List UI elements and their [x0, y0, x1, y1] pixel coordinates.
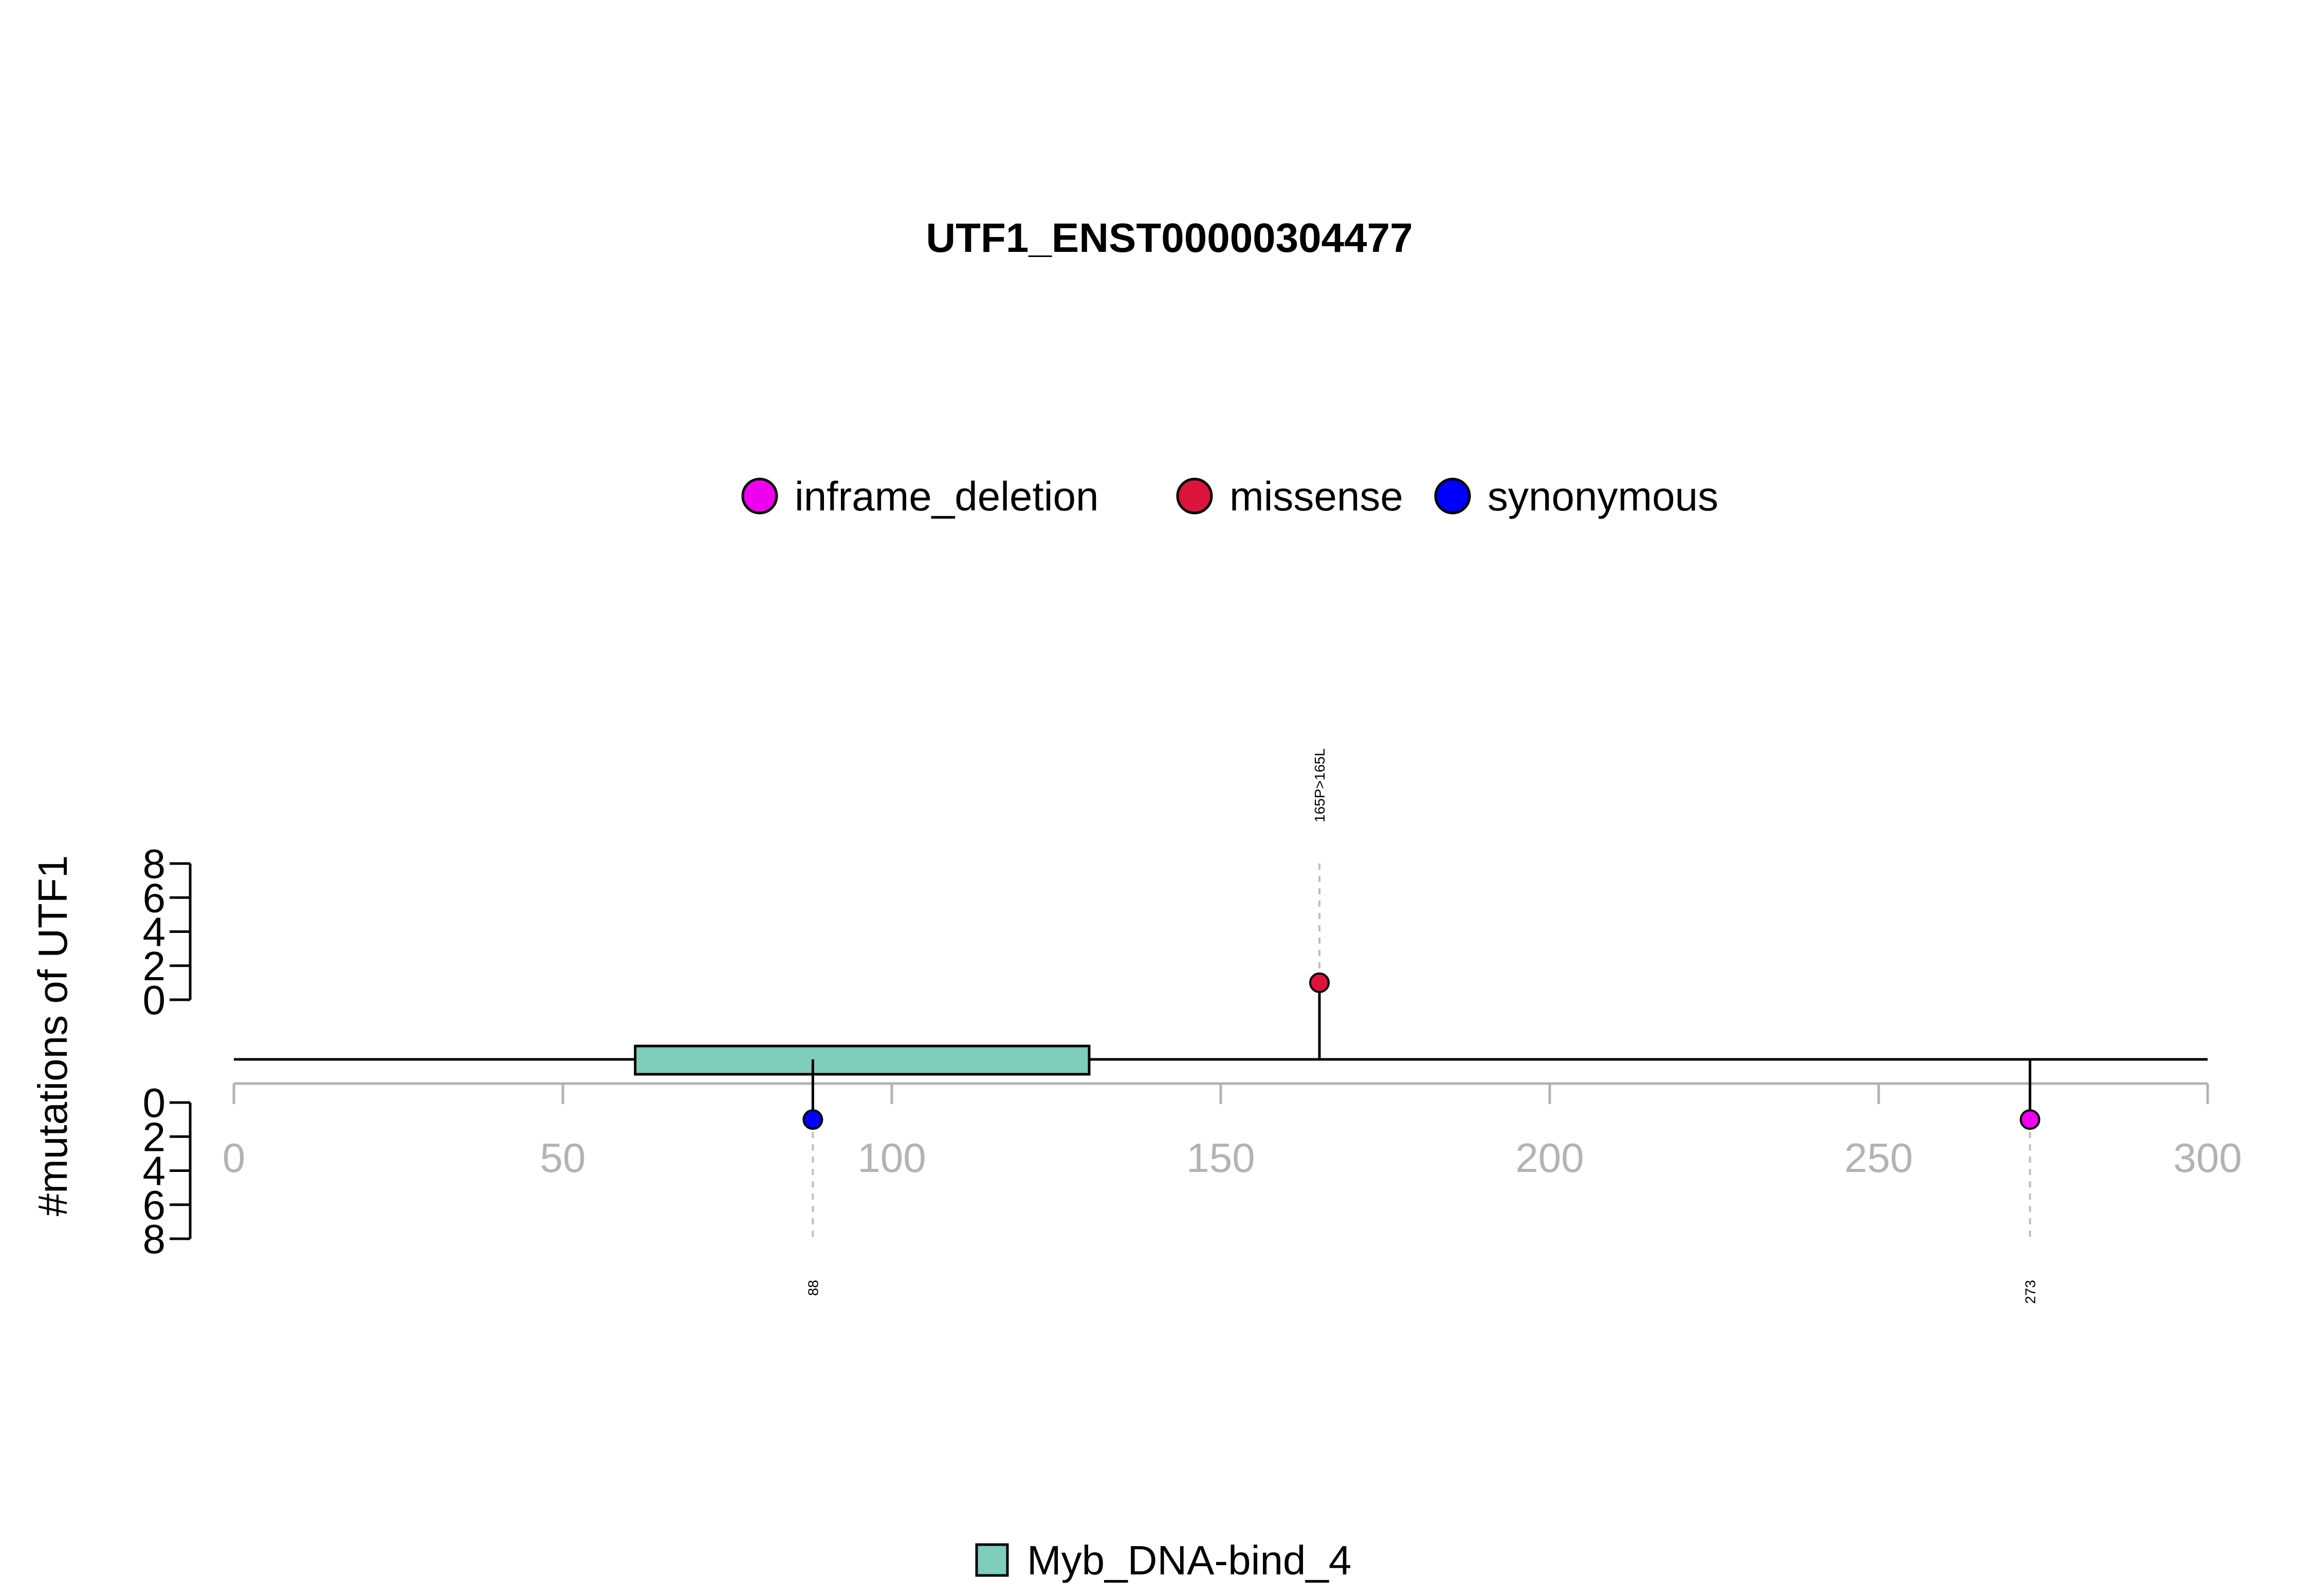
mutation-type-legend: inframe_deletion missense synonymous — [741, 473, 1718, 519]
y-tick-label: 4 — [143, 909, 166, 955]
legend-marker — [741, 478, 778, 515]
y-tick-label: 6 — [143, 1182, 166, 1228]
y-tick-label: 8 — [143, 841, 166, 887]
x-axis: 0 50 100 150 200 250 300 — [223, 1082, 2242, 1181]
x-tick-label: 50 — [540, 1135, 586, 1181]
x-tick-label: 150 — [1186, 1135, 1255, 1181]
mutation-head — [1309, 972, 1330, 993]
legend-marker — [1434, 478, 1471, 515]
legend-item: inframe_deletion — [741, 473, 1098, 519]
legend-item: Myb_DNA-bind_4 — [975, 1537, 1351, 1583]
legend-item: synonymous — [1434, 473, 1718, 519]
y-tick-label: 0 — [143, 977, 166, 1023]
mutation-head — [802, 1109, 823, 1130]
legend-marker — [1176, 478, 1213, 515]
x-tick-label: 0 — [223, 1135, 246, 1181]
domain-box — [634, 1044, 1091, 1076]
legend-label: inframe_deletion — [795, 473, 1098, 519]
x-tick-label: 300 — [2173, 1135, 2242, 1181]
mutation-lollipop: 88 — [802, 1059, 823, 1296]
x-tick-label: 250 — [1844, 1135, 1913, 1181]
legend-marker — [975, 1543, 1009, 1577]
mutation-lollipop: 273 — [2020, 1059, 2041, 1304]
mutation-lollipop: 165P>165L — [1309, 748, 1330, 1059]
legend-label: missense — [1229, 473, 1403, 519]
mutation-head — [2020, 1109, 2041, 1130]
y-tick-label: 0 — [143, 1080, 166, 1126]
x-tick-label: 100 — [857, 1135, 926, 1181]
mutation-label: 88 — [805, 1280, 821, 1296]
y-axis-label: #mutations of UTF1 — [30, 855, 76, 1217]
legend-label: Myb_DNA-bind_4 — [1027, 1537, 1351, 1583]
y-tick-label: 6 — [143, 875, 166, 921]
domain-legend: Myb_DNA-bind_4 — [975, 1537, 1351, 1583]
legend-item: missense — [1176, 473, 1403, 519]
mutation-label: 165P>165L — [1312, 748, 1328, 822]
y-tick-label: 2 — [143, 943, 166, 989]
y-tick-label: 4 — [143, 1148, 166, 1194]
y-tick-label: 2 — [143, 1114, 166, 1160]
x-tick-label: 200 — [1515, 1135, 1584, 1181]
domain-layer — [634, 1044, 1091, 1076]
chart-title: UTF1_ENST00000304477 — [926, 215, 1412, 261]
y-tick-label: 8 — [143, 1216, 166, 1262]
mutation-layer: 165P>165L 88 273 — [802, 748, 2041, 1304]
legend-label: synonymous — [1488, 473, 1718, 519]
mutation-label: 273 — [2022, 1280, 2038, 1304]
